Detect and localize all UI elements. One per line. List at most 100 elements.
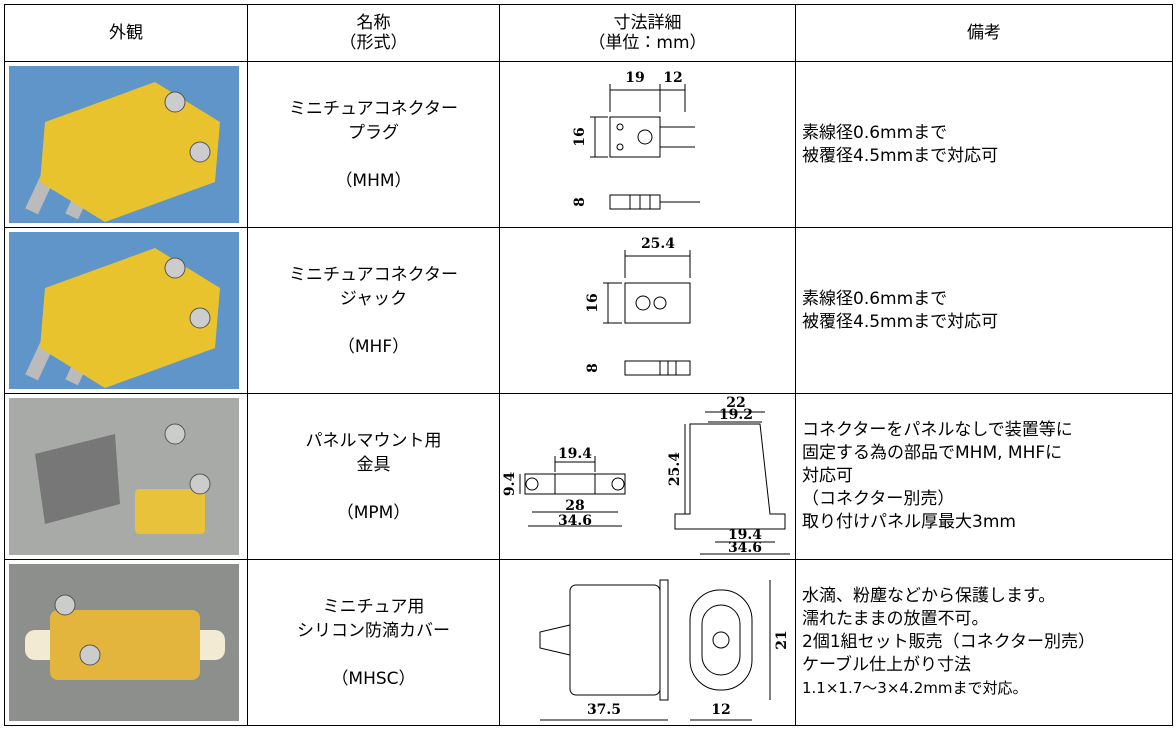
photo-cell [4,393,248,560]
drawing-line [525,477,539,491]
spec-table: 外観 名称 （形式） 寸法詳細 （単位：mm） 備考 ミニチュアコネクター プラグ （MHM… [4,4,1173,726]
dimension-drawing: 25.4 16 8 [585,236,691,376]
drawing-line [554,456,596,472]
note-line: 被覆径4.5mmまで対応可 [802,311,999,332]
drawing-line [659,361,677,375]
spacer [248,477,499,501]
drawing-line [611,477,625,491]
product-photo [9,564,239,721]
name-cell: ミニチュア用シリコン防滴カバー （MHSC） [247,559,500,726]
drawing-line [539,624,571,656]
dimension-drawing: 19 12 16 8 [572,70,700,210]
product-photo [9,232,239,389]
note-line: 素線径0.6mmまで [802,288,948,309]
dimension-label: 34.6 [728,540,762,556]
drawing-line [660,126,695,148]
product-photo [9,66,239,223]
header-row: 外観 名称 （形式） 寸法詳細 （単位：mm） 備考 [4,4,1173,62]
note-line: （コネクター別売） [802,489,955,509]
drawing-line [590,116,608,158]
drawing-line [712,631,730,649]
product-model: （MHM） [335,170,412,191]
drawing-line [637,129,653,145]
note-line: ケーブル仕上がり寸法 [802,655,971,675]
drawing-line [629,195,700,209]
screw [189,141,211,163]
table-row: ミニチュアコネクター ジャック （MHF） 25.4 16 8 素線径0.6mmまで 被覆径… [4,227,1173,394]
drawing-line [624,360,691,376]
bracket [35,434,120,524]
dimension-label: 8 [572,197,588,207]
photo-cell [4,559,248,726]
photo-cell [4,61,248,228]
drawing-line [674,423,786,530]
drawing-line [603,282,622,324]
note-line: 対応可 [802,466,853,486]
notes-cell: コネクターをパネルなしで装置等に 固定する為の部品でMHM, MHFに 対応可 （コネ… [795,393,1173,560]
dimension-label: 9.4 [502,472,518,497]
header-cell: 外観 [4,4,248,62]
product-name: プラグ [348,122,399,143]
drawing-line [609,116,661,158]
note-line: 取り付けパネル厚最大3mm [802,512,1016,532]
drawing-line [616,123,624,131]
screw [54,594,76,616]
note-line: 素線径0.6mmまで [802,122,948,143]
product-name: ミニチュアコネクター [289,98,458,119]
note-line: 被覆径4.5mmまで対応可 [802,145,999,166]
dimension-label: 12 [663,70,682,86]
note-line: 2個1組セット販売（コネクター別売） [802,632,1095,652]
dimension-label: 8 [585,363,601,373]
drawing-line [616,143,624,151]
note-line: コネクターをパネルなしで装置等に [802,420,1073,440]
dimension-label: 22 [726,395,745,411]
product-name: ミニチュア用 [322,596,425,617]
name-cell: ミニチュアコネクター プラグ （MHM） [247,61,500,228]
notes-cell: 素線径0.6mmまで 被覆径4.5mmまで対応可 [795,227,1173,394]
screw [189,307,211,329]
product-name: シリコン防滴カバー [297,620,450,641]
drawing-line [701,604,741,676]
drawing-line [659,579,669,701]
screw [164,423,186,445]
drawing-line [524,473,626,495]
note-line: 固定する為の部品でMHM, MHFに [802,443,1063,463]
name-cell: パネルマウント用 金具 （MPM） [247,393,500,560]
dimension-cell: 19.4 9.4 28 34.6 22 19.2 25.4 19.4 34.6 [499,393,796,560]
note-line: 水滴、粉塵などから保護します。 [802,586,1056,606]
dimension-label: 19.2 [719,407,753,423]
drawing-line [554,473,596,495]
dimension-cell: 37.5 12 21 [499,559,796,726]
drawing-line [624,250,691,278]
screw [79,644,101,666]
header-cell: 寸法詳細 （単位：mm） [499,4,796,62]
drawing-line [624,282,691,324]
product-name: ジャック [339,288,408,309]
connector [135,489,205,534]
drawing-line [689,589,753,691]
header-text: 寸法詳細 [613,13,682,33]
product-model: （MHSC） [331,668,416,689]
note-line: 1.1×1.7〜3×4.2mmまで対応。 [802,679,1028,697]
product-name: ミニチュアコネクター [289,264,458,285]
drawing-line [700,541,790,555]
dimension-label: 16 [572,127,588,146]
drawing-line [609,194,661,210]
dimension-label: 16 [585,293,601,312]
dimension-label: 34.6 [558,513,592,529]
note-line: 濡れたままの放置不可。 [802,609,989,629]
dimension-label: 19.4 [728,527,762,543]
dimension-label: 21 [774,630,790,649]
header-text: 備考 [967,23,1001,43]
notes-cell: 水滴、粉塵などから保護します。 濡れたままの放置不可。 2個1組セット販売（コネクタ… [795,559,1173,726]
screw [164,91,186,113]
product-name: パネルマウント用 [305,430,442,451]
connector [40,248,220,388]
screw [189,473,211,495]
photo-cell [4,227,248,394]
dimension-label: 19 [625,70,644,86]
spacer [248,145,499,169]
notes-cell: 素線径0.6mmまで 被覆径4.5mmまで対応可 [795,61,1173,228]
drawing-line [569,584,661,696]
